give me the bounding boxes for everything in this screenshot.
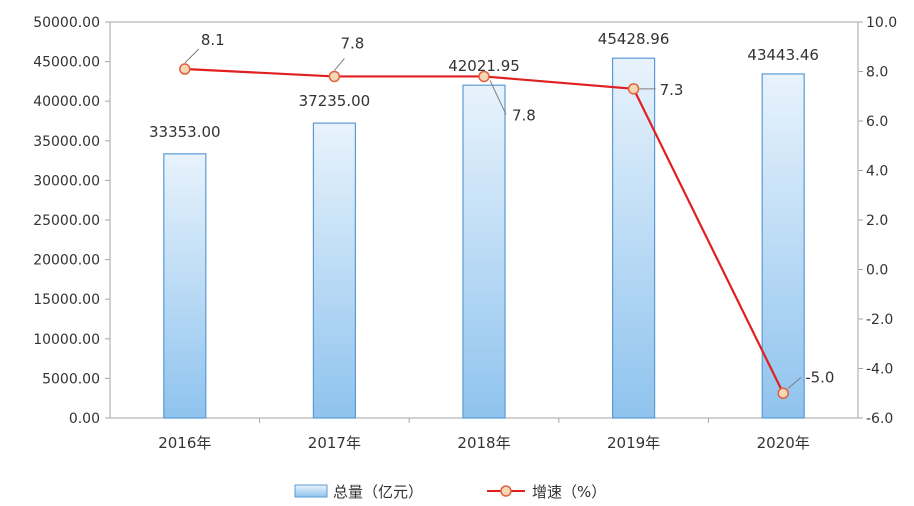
growth-label-leader — [489, 80, 507, 115]
bar — [312, 122, 356, 419]
legend-line-marker — [500, 485, 512, 497]
bar-series: 33353.00 37235.00 42021.95 45428.96 43443.46 — [149, 30, 819, 419]
legend-bar-label: 总量（亿元） — [333, 483, 423, 501]
right-tick-label: 4.0 — [866, 164, 888, 180]
bar — [462, 84, 506, 419]
left-tick-label: 40000.00 — [33, 94, 100, 110]
left-axis: 0.00 5000.00 10000.00 15000.00 20000.00 25000… — [33, 15, 110, 427]
growth-data-label: -5.0 — [805, 368, 834, 386]
bar-data-label: 37235.00 — [299, 92, 371, 110]
x-tick-label: 2018年 — [457, 434, 510, 452]
right-tick-label: 8.0 — [866, 65, 888, 81]
right-tick-label: -2.0 — [866, 312, 893, 328]
growth-data-label: 7.8 — [340, 34, 364, 52]
right-tick-label: 10.0 — [866, 15, 897, 31]
left-tick-label: 20000.00 — [33, 253, 100, 269]
left-tick-label: 45000.00 — [33, 55, 100, 71]
left-tick-label: 35000.00 — [33, 134, 100, 150]
x-axis: 2016年 2017年 2018年 2019年 2020年 — [158, 418, 810, 452]
left-tick-label: 25000.00 — [33, 213, 100, 229]
right-axis: -6.0 -4.0 -2.0 0.0 2.0 4.0 6.0 8.0 10.0 — [858, 15, 897, 427]
left-tick-label: 10000.00 — [33, 332, 100, 348]
right-tick-label: -4.0 — [866, 362, 893, 378]
legend-line-label: 增速（%） — [532, 483, 606, 501]
left-tick-label: 50000.00 — [33, 15, 100, 31]
bar — [163, 153, 207, 419]
growth-point — [627, 83, 640, 95]
right-tick-label: -6.0 — [866, 411, 893, 427]
left-tick-label: 30000.00 — [33, 173, 100, 189]
right-tick-label: 2.0 — [866, 213, 888, 229]
right-tick-label: 6.0 — [866, 114, 888, 130]
x-tick-label: 2019年 — [607, 434, 660, 452]
growth-point — [478, 70, 490, 83]
left-tick-label: 0.00 — [69, 411, 100, 427]
x-tick-label: 2017年 — [308, 434, 361, 452]
bar — [761, 73, 805, 419]
line-series: 8.1 7.8 7.8 7.3 -5.0 — [179, 31, 834, 399]
legend: 总量（亿元） 增速（%） — [294, 483, 606, 501]
left-tick-label: 15000.00 — [33, 292, 100, 308]
bar-data-label: 33353.00 — [149, 123, 221, 141]
growth-label-leader — [787, 376, 802, 389]
growth-label-leader — [334, 58, 345, 71]
bar-data-label: 45428.96 — [598, 30, 670, 48]
right-tick-label: 0.0 — [866, 263, 888, 279]
legend-bar-swatch — [294, 484, 328, 498]
x-tick-label: 2020年 — [757, 434, 810, 452]
growth-point — [328, 70, 341, 83]
bar-data-label: 42021.95 — [448, 57, 520, 75]
growth-data-label: 8.1 — [201, 31, 225, 49]
left-tick-label: 5000.00 — [42, 371, 100, 387]
growth-label-leader — [184, 48, 200, 64]
growth-data-label: 7.8 — [512, 106, 536, 124]
x-tick-label: 2016年 — [158, 434, 211, 452]
growth-point — [777, 387, 789, 399]
bar-data-label: 43443.46 — [747, 46, 819, 64]
growth-data-label: 7.3 — [660, 81, 684, 99]
growth-point — [179, 63, 191, 75]
bar — [611, 57, 656, 419]
